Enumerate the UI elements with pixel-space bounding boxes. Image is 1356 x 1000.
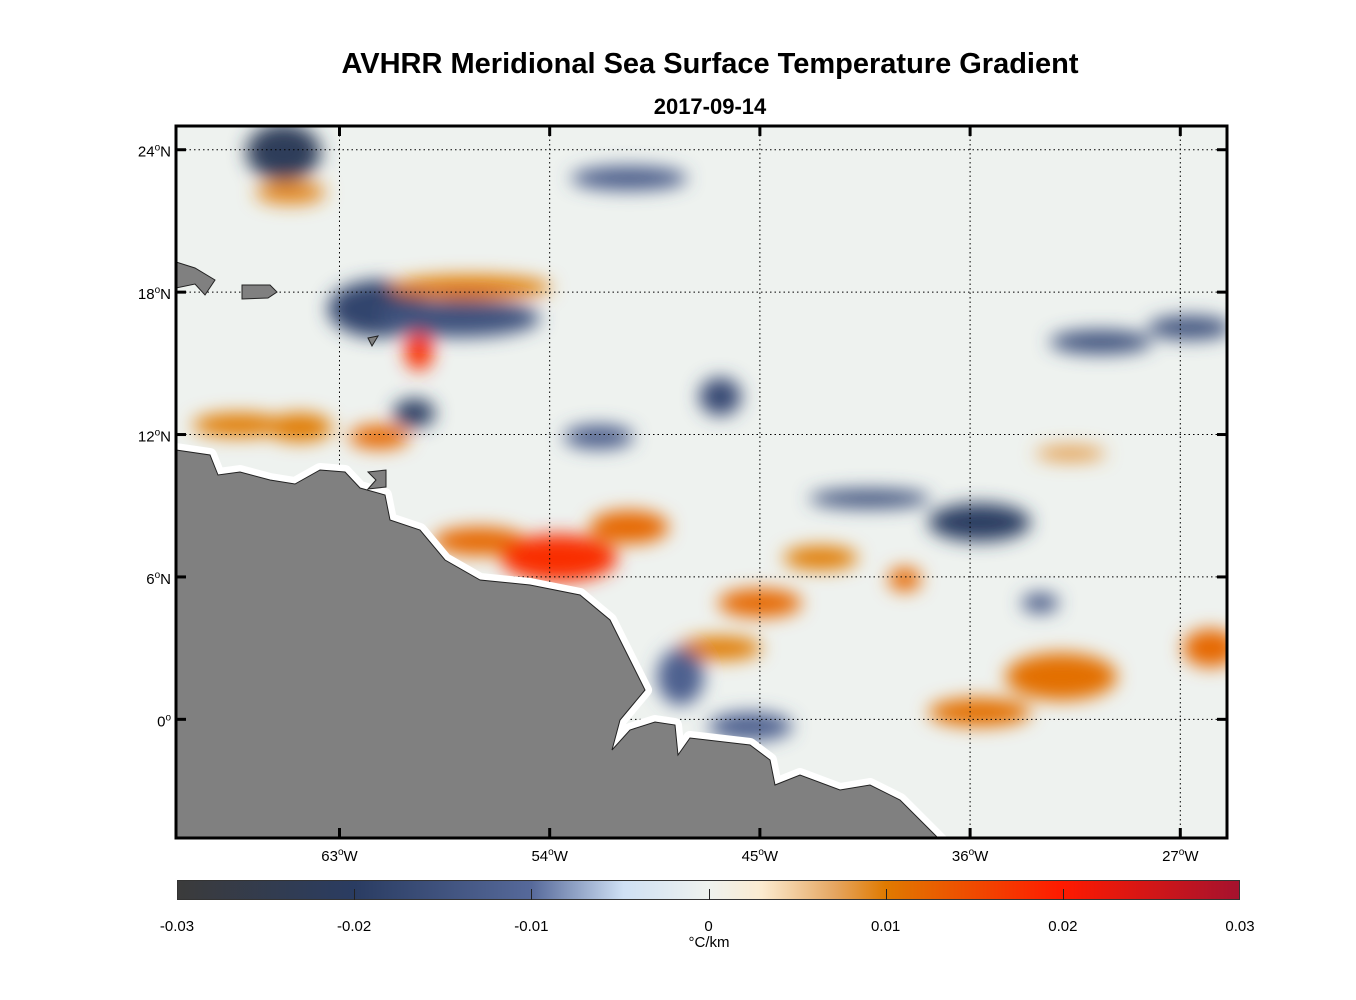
gradient-feature	[809, 489, 931, 509]
land-hispaniola	[176, 261, 216, 296]
colorbar-tick-mark	[1062, 889, 1064, 900]
gradient-feature	[699, 377, 742, 416]
gradient-feature	[255, 180, 326, 205]
gradient-feature	[348, 425, 410, 449]
colorbar-tick-label: 0.01	[871, 918, 901, 935]
plot-frame	[174, 124, 1229, 840]
colorbar-tick-mark	[531, 889, 533, 900]
chart-title: AVHRR Meridional Sea Surface Temperature…	[341, 48, 1079, 80]
gradient-feature	[589, 510, 669, 544]
land-guadeloupe	[367, 335, 380, 348]
gradient-feature	[267, 413, 333, 442]
colorbar-tick-label: -0.03	[159, 918, 195, 935]
x-tick-label: 63oW	[321, 847, 358, 865]
colorbar-tick-mark	[885, 889, 887, 900]
x-tick-label: 54oW	[531, 847, 568, 865]
colorbar-tick-mark	[354, 889, 356, 900]
colorbar-tick-mark	[708, 889, 710, 900]
gradient-feature	[783, 546, 858, 570]
gradient-feature	[570, 166, 688, 191]
axis-ticks: 63oW 54oW 45oW 36oW 27oW 24oN 18oN 12oN 6oN 0o	[138, 126, 1227, 865]
gradient-feature	[393, 398, 436, 428]
gradient-feature	[404, 332, 433, 371]
gradient-feature	[1021, 593, 1059, 613]
x-tick-label: 27oW	[1162, 847, 1199, 865]
colorbar-tick-label: 0.02	[1048, 918, 1078, 935]
colorbar-tick-label: 0	[704, 918, 713, 935]
chart-subtitle: 2017-09-14	[653, 94, 767, 119]
gradient-feature	[657, 648, 704, 706]
land-trinidad	[366, 469, 387, 490]
colorbar-label: °C/km	[688, 934, 730, 951]
gradient-feature	[1035, 446, 1106, 461]
gradient-feature	[246, 126, 321, 181]
gradient-feature	[563, 425, 634, 449]
gradient-feature	[192, 413, 286, 437]
y-tick-label: 18oN	[138, 285, 171, 303]
gradient-feature	[1147, 315, 1227, 340]
gradient-feature	[928, 503, 1031, 542]
gradient-feature	[388, 275, 552, 300]
gradient-feature	[1005, 652, 1118, 701]
land-south-america-outline	[176, 449, 939, 838]
gradient-feature	[928, 697, 1031, 727]
gradient-feature	[1182, 629, 1227, 668]
colorbar-tick-label: -0.02	[337, 918, 372, 935]
land-puerto-rico	[241, 284, 278, 300]
y-tick-label: 0o	[157, 712, 171, 730]
gradient-feature	[500, 534, 618, 582]
y-tick-label: 6oN	[146, 570, 171, 588]
x-tick-label: 36oW	[952, 847, 989, 865]
gradient-feature	[1049, 330, 1153, 354]
y-tick-label: 24oN	[138, 143, 171, 161]
colorbar-tick-label: -0.01	[514, 918, 549, 935]
gradient-feature	[888, 567, 922, 592]
y-tick-label: 12oN	[138, 428, 171, 446]
gradient-feature	[377, 299, 541, 338]
gradient-feature	[678, 636, 763, 660]
colorbar-tick-label: 0.03	[1225, 918, 1255, 935]
x-tick-label: 45oW	[742, 847, 779, 865]
gradient-feature	[433, 527, 527, 556]
